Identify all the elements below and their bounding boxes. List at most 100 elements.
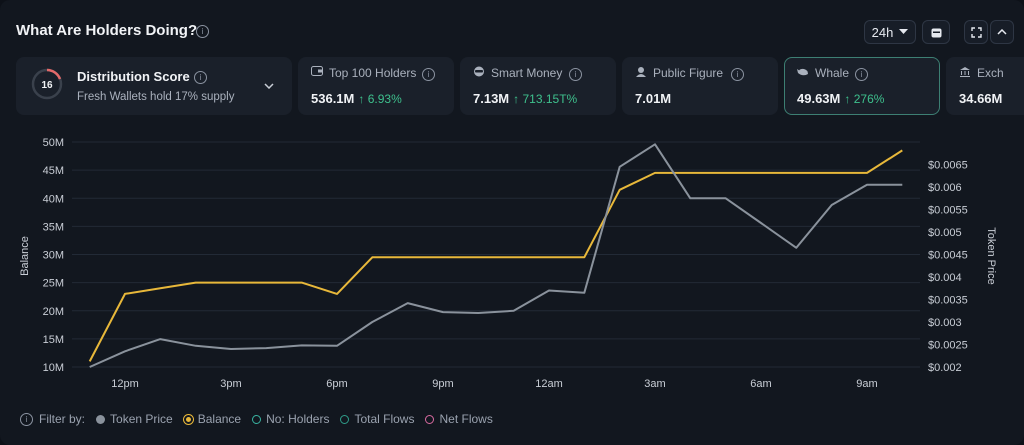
calendar-icon xyxy=(931,28,941,37)
legend-balance[interactable]: Balance xyxy=(183,412,242,426)
card-label: Exch xyxy=(977,66,1004,80)
change-text: 6.93% xyxy=(367,92,402,106)
chevron-up-icon xyxy=(997,29,1007,35)
smart-money-icon xyxy=(474,66,484,77)
card-value: 7.13M ↑ 713.15T% xyxy=(473,91,577,106)
legend-dot xyxy=(425,414,435,424)
legend-label: Net Flows xyxy=(439,412,493,426)
info-icon[interactable]: i xyxy=(422,68,435,81)
y-tick-label: 15M xyxy=(43,334,64,346)
distribution-subtitle: Fresh Wallets hold 17% supply xyxy=(77,91,235,103)
whale-card[interactable]: Whale i 49.63M ↑ 276% xyxy=(784,57,940,115)
token-price-line xyxy=(89,143,903,368)
legend-total-flows[interactable]: Total Flows xyxy=(340,412,414,426)
y-axis-label: Balance xyxy=(19,236,31,276)
legend-label: Balance xyxy=(197,412,242,426)
legend-label: Total Flows xyxy=(354,412,415,426)
score-value: 16 xyxy=(41,80,53,91)
y-tick-label: 35M xyxy=(43,221,64,233)
collapse-button[interactable] xyxy=(990,20,1014,44)
exchange-card[interactable]: Exch 34.66M xyxy=(946,57,1024,115)
change-up: ↑ 276% xyxy=(844,92,885,106)
calendar-button[interactable] xyxy=(922,20,950,44)
score-ring: 16 xyxy=(31,68,63,100)
card-value: 34.66M xyxy=(959,91,1003,106)
change-text: 276% xyxy=(853,92,885,106)
y2-tick-label: $0.005 xyxy=(928,227,962,239)
value-text: 536.1M xyxy=(311,91,355,106)
chart-grid xyxy=(72,141,920,368)
card-label: Whale xyxy=(815,66,850,80)
x-tick-label: 9am xyxy=(856,378,877,390)
legend-dot xyxy=(183,414,193,424)
x-tick-label: 9pm xyxy=(432,378,453,390)
y2-tick-label: $0.0045 xyxy=(928,250,968,262)
change-up: ↑ 6.93% xyxy=(358,92,402,106)
timeframe-select[interactable]: 24h xyxy=(864,20,916,44)
y-tick-label: 30M xyxy=(43,250,64,262)
public-figure-card[interactable]: Public Figure i 7.01M xyxy=(622,57,778,115)
public-figure-icon xyxy=(636,67,646,77)
card-value: 536.1M ↑ 6.93% xyxy=(311,91,402,106)
x-tick-label: 12am xyxy=(535,378,563,390)
y-tick-label: 25M xyxy=(43,278,64,290)
holder-cards: 16 Distribution Score i Fresh Wallets ho… xyxy=(16,57,1024,115)
legend-label: Token Price xyxy=(110,412,173,426)
x-tick-label: 3am xyxy=(644,378,665,390)
y2-tick-label: $0.003 xyxy=(928,317,962,329)
wallet-icon xyxy=(311,66,323,76)
whale-icon xyxy=(797,68,808,76)
filter-label-text: Filter by: xyxy=(39,412,86,426)
smart-money-card[interactable]: Smart Money i 7.13M ↑ 713.15T% xyxy=(460,57,616,115)
info-icon[interactable]: i xyxy=(569,68,582,81)
y2-tick-label: $0.006 xyxy=(928,182,962,194)
legend-dot xyxy=(252,414,262,424)
info-icon[interactable]: i xyxy=(194,71,207,84)
legend-token-price[interactable]: Token Price xyxy=(96,412,173,426)
change-up: ↑ 713.15T% xyxy=(513,92,578,106)
y-tick-label: 45M xyxy=(43,165,64,177)
legend-net-flows[interactable]: Net Flows xyxy=(425,412,493,426)
y2-axis-label: Token Price xyxy=(985,227,997,284)
card-value: 7.01M xyxy=(635,91,672,106)
x-tick-label: 3pm xyxy=(220,378,241,390)
expand-button[interactable] xyxy=(964,20,988,44)
info-icon[interactable]: i xyxy=(731,68,744,81)
timeframe-value: 24h xyxy=(871,24,894,40)
x-tick-label: 12pm xyxy=(111,378,139,390)
expand-icon xyxy=(970,26,982,38)
info-icon: i xyxy=(20,412,33,426)
y-tick-label: 50M xyxy=(43,137,64,149)
exchange-icon xyxy=(960,67,970,77)
change-text: 713.15T% xyxy=(522,92,578,106)
chevron-down-icon xyxy=(899,29,909,34)
y-tick-label: 10M xyxy=(43,362,64,374)
value-text: 7.13M xyxy=(473,91,510,106)
panel-title: What Are Holders Doing? xyxy=(16,22,198,39)
info-icon[interactable]: i xyxy=(196,25,209,38)
card-label: Top 100 Holders xyxy=(329,66,417,80)
distribution-score-label: Distribution Score xyxy=(77,69,190,84)
y2-tick-label: $0.0035 xyxy=(928,295,968,307)
distribution-score-card[interactable]: 16 Distribution Score i Fresh Wallets ho… xyxy=(16,57,292,115)
y-axis-right: $0.0065 $0.006 $0.0055 $0.005 $0.0045 $0.004 $… xyxy=(928,160,968,375)
balance-line xyxy=(88,149,903,362)
card-value: 49.63M ↑ 276% xyxy=(797,91,884,106)
y2-tick-label: $0.004 xyxy=(928,272,962,284)
chart-legend: i Filter by: Token Price Balance No: Hol… xyxy=(20,411,504,427)
value-text: 49.63M xyxy=(797,91,841,106)
legend-holders[interactable]: No: Holders xyxy=(252,412,329,426)
y2-tick-label: $0.0055 xyxy=(928,205,968,217)
x-axis: 12pm 3pm 6pm 9pm 12am 3am 6am 9am xyxy=(111,378,877,390)
legend-dot xyxy=(340,414,350,424)
card-label: Public Figure xyxy=(653,66,724,80)
y-tick-label: 40M xyxy=(43,193,64,205)
y-tick-label: 20M xyxy=(43,306,64,318)
info-icon[interactable]: i xyxy=(855,68,868,81)
x-tick-label: 6am xyxy=(750,378,771,390)
panel-header: What Are Holders Doing? i 24h xyxy=(16,18,1014,46)
top-100-holders-card[interactable]: Top 100 Holders i 536.1M ↑ 6.93% xyxy=(298,57,454,115)
y2-tick-label: $0.0025 xyxy=(928,340,968,352)
